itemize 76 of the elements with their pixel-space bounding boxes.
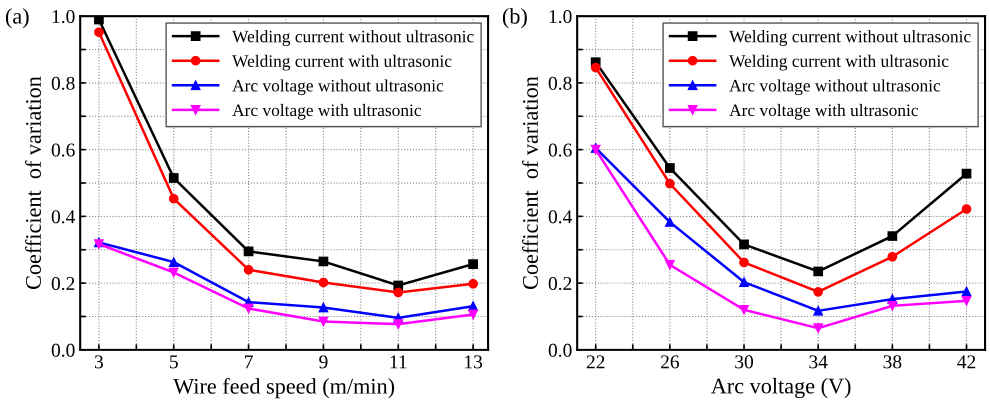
- x-tick-label: 22: [586, 355, 604, 368]
- x-tick-label: 5: [170, 355, 178, 368]
- point: [813, 286, 824, 297]
- point: [94, 16, 104, 24]
- y-tick-label: 0.4: [52, 210, 76, 224]
- point: [739, 304, 749, 315]
- point: [813, 306, 824, 316]
- point: [665, 217, 675, 227]
- point: [393, 288, 404, 298]
- point: [962, 296, 972, 306]
- point: [318, 302, 328, 312]
- point: [813, 323, 824, 334]
- point: [665, 163, 675, 173]
- x-axis-title: Arc voltage (V): [710, 378, 850, 398]
- text: (b): [502, 8, 527, 28]
- y-tick-label: 0.2: [52, 276, 74, 290]
- legend-label: Welding current with ultrasonic: [729, 54, 948, 71]
- x-tick-label: 38: [884, 355, 902, 368]
- x-tick-label: 34: [809, 355, 828, 368]
- point: [665, 178, 675, 189]
- point: [244, 246, 254, 256]
- x-tick-label: 11: [390, 355, 406, 368]
- y-tick-label: 0.8: [548, 76, 572, 90]
- x-tick-label: 30: [735, 355, 754, 368]
- point: [468, 310, 478, 320]
- x-tick-label: 7: [245, 355, 253, 368]
- point: [739, 277, 749, 287]
- point: [244, 304, 254, 314]
- point: [739, 258, 749, 268]
- y-axis-title: Coefficient of variation: [25, 76, 41, 289]
- point: [318, 278, 328, 288]
- point: [962, 204, 972, 214]
- point: [94, 27, 104, 38]
- legend-label: Arc voltage without ultrasonic: [729, 79, 940, 96]
- point: [887, 252, 898, 262]
- point: [393, 319, 404, 330]
- y-tick-label: 0.0: [548, 344, 572, 357]
- legend-label: Welding current with ultrasonic: [232, 54, 452, 71]
- point: [244, 264, 254, 275]
- point: [168, 268, 179, 278]
- y-tick-label: 0.2: [548, 276, 572, 290]
- y-tick-label: 1.0: [52, 10, 75, 24]
- legend-label: Arc voltage with ultrasonic: [232, 104, 422, 120]
- y-tick-label: 0.0: [52, 344, 75, 357]
- point: [318, 256, 328, 266]
- point: [962, 286, 972, 296]
- legend-label: Welding current without ultrasonic: [729, 30, 971, 46]
- point: [887, 231, 898, 241]
- point: [813, 266, 824, 276]
- legend-label: Arc voltage with ultrasonic: [729, 104, 918, 120]
- y-axis-title: Coefficient of variation: [522, 76, 538, 289]
- y-tick-label: 1.0: [550, 10, 572, 24]
- x-tick-label: 9: [319, 355, 328, 368]
- y-tick-label: 0.6: [52, 143, 75, 157]
- point: [168, 194, 179, 204]
- point: [739, 240, 749, 250]
- legend-label: Arc voltage without ultrasonic: [232, 79, 444, 96]
- y-tick-label: 0.8: [52, 76, 75, 90]
- x-tick-label: 42: [957, 355, 976, 368]
- y-tick-label: 0.4: [548, 210, 572, 224]
- legend-label: Welding current without ultrasonic: [232, 30, 474, 46]
- x-tick-label: 3: [94, 355, 103, 368]
- text: (a): [6, 8, 29, 28]
- x-tick-label: 13: [465, 355, 482, 368]
- point: [887, 300, 898, 311]
- point: [590, 62, 601, 72]
- point: [168, 257, 179, 267]
- point: [962, 168, 972, 179]
- point: [318, 316, 328, 326]
- point: [468, 259, 478, 269]
- x-tick-label: 26: [661, 355, 680, 368]
- y-tick-label: 0.6: [548, 143, 572, 157]
- point: [168, 173, 179, 183]
- point: [665, 260, 675, 270]
- x-axis-title: Wire feed speed (m/min): [173, 378, 394, 398]
- point: [468, 278, 478, 289]
